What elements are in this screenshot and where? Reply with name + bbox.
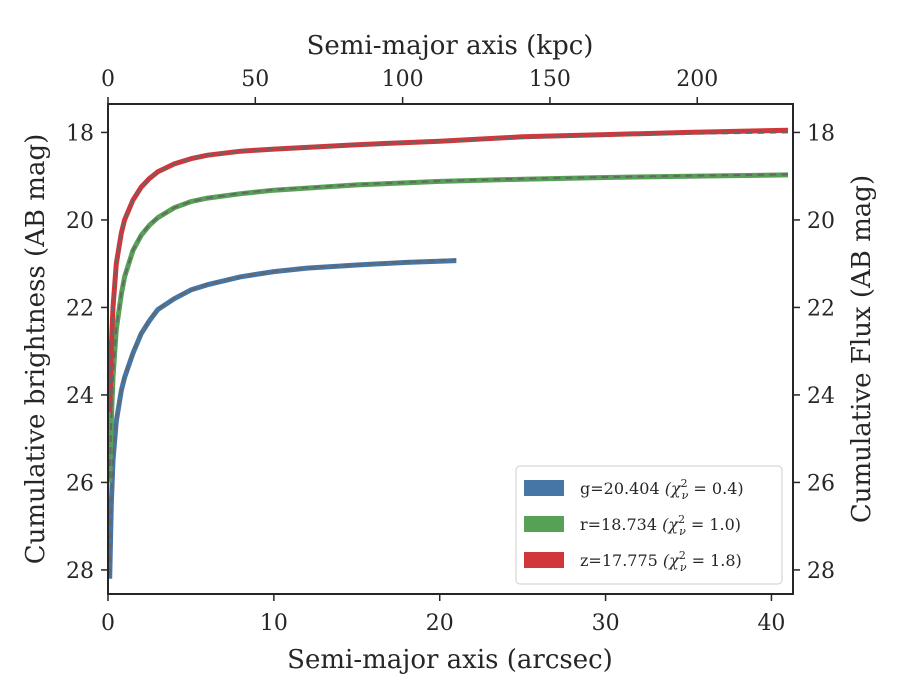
y-tick-label-5: 26 (66, 471, 94, 496)
ticks-layer: 0 10 20 30 40 0 50 100 150 200 18 18 20 20 22 22 24 24 26 2… (66, 67, 835, 636)
x-tick-label-4: 30 (592, 611, 620, 636)
model-line-2 (108, 173, 789, 479)
y2-tick-label-6: 28 (807, 559, 835, 584)
y-tick-label-6: 28 (66, 559, 94, 584)
y2-tick-label-2: 20 (807, 209, 835, 234)
x-tick-label-1: 0 (101, 611, 115, 636)
y-tick-label-3: 22 (66, 296, 94, 321)
x2-axis-title: Semi-major axis (kpc) (307, 31, 594, 61)
legend-swatch-2 (524, 516, 564, 532)
legend-swatch-1 (524, 480, 564, 496)
x2-tick-label-3: 100 (382, 67, 424, 92)
legend: g=20.404 (χ2 ν = 0.4) r=18.734 (χ2 ν = 1.0)… (515, 465, 783, 585)
x-tick-label-5: 40 (757, 611, 785, 636)
x-tick-label-2: 10 (260, 611, 288, 636)
y2-tick-label-1: 18 (807, 121, 835, 146)
series-line-1 (107, 258, 457, 579)
series-line-3 (107, 127, 789, 413)
y2-tick-label-5: 26 (807, 471, 835, 496)
x2-tick-label-2: 50 (241, 67, 269, 92)
x-tick-label-3: 20 (426, 611, 454, 636)
x2-tick-label-1: 0 (101, 67, 115, 92)
model-line-3 (108, 131, 789, 409)
series-line-2 (107, 172, 789, 483)
legend-frame (515, 465, 783, 585)
y2-tick-label-4: 24 (807, 384, 835, 409)
y-tick-label-1: 18 (66, 121, 94, 146)
legend-label-2: r=18.734 (χ2 ν = 1.0) (580, 513, 741, 538)
y-tick-label-4: 24 (66, 384, 94, 409)
y2-axis-title: Cumulative Flux (AB mag) (847, 175, 877, 523)
y-axis-title: Cumulative brightness (AB mag) (21, 134, 51, 565)
model-line-1 (108, 258, 457, 575)
legend-label-3: z=17.775 (χ2 ν = 1.8) (580, 549, 742, 574)
y-tick-label-2: 20 (66, 209, 94, 234)
y2-tick-label-3: 22 (807, 296, 835, 321)
x2-tick-label-4: 150 (529, 67, 571, 92)
legend-label-1: g=20.404 (χ2 ν = 0.4) (580, 477, 744, 502)
x2-tick-label-5: 200 (676, 67, 718, 92)
plot-frame (107, 103, 794, 595)
curves-layer (107, 127, 789, 579)
legend-swatch-3 (524, 552, 564, 568)
x-axis-title: Semi-major axis (arcsec) (287, 645, 613, 675)
legend-items: g=20.404 (χ2 ν = 0.4) r=18.734 (χ2 ν = 1.0)… (524, 477, 744, 574)
